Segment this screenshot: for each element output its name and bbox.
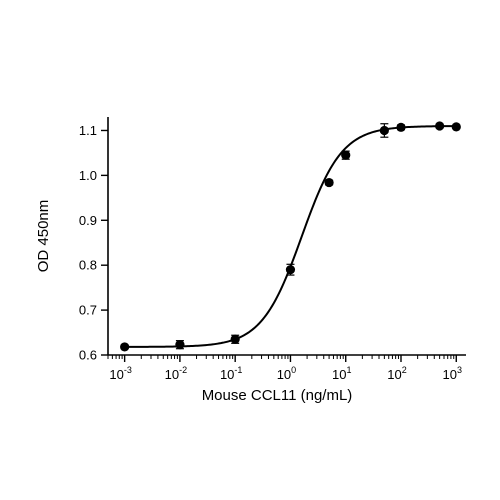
data-point [285,265,296,275]
axes [107,117,466,356]
x-tick-base: 10 [332,367,346,382]
x-axis-title: Mouse CCL11 (ng/mL) [202,387,353,404]
x-tick-exponent: 1 [346,365,351,375]
data-point [379,125,389,136]
x-tick-base: 10 [277,367,291,382]
x-tick-exponent: -2 [179,365,187,375]
x-tick-label: 101 [332,365,351,382]
data-point [341,150,351,160]
x-tick-exponent: 2 [402,365,407,375]
x-tick-label: 103 [443,365,462,382]
data-point [230,334,240,344]
x-tick-label: 10-2 [165,365,187,382]
x-tick-label: 10-1 [220,365,242,382]
x-tick-label: 10-3 [109,365,131,382]
y-tick-label: 0.8 [79,258,97,273]
x-tick-base: 10 [109,367,123,382]
y-tick-label: 1.0 [79,168,97,183]
x-axis-ticks: 10-3 10-2 10-1 100 101 102 103 [107,355,462,382]
x-tick-exponent: 3 [457,365,462,375]
data-point [396,122,406,132]
x-tick-base: 10 [165,367,179,382]
data-point [120,342,130,352]
y-tick-label: 0.7 [79,303,97,318]
data-points [120,121,461,352]
x-tick-base: 10 [220,367,234,382]
y-axis-ticks: 0.6 0.7 0.8 0.9 1.0 1.1 [79,123,108,363]
x-tick-base: 10 [387,367,401,382]
x-tick-exponent: 0 [291,365,296,375]
x-tick-label: 100 [277,365,296,382]
data-point [451,122,461,132]
data-point [435,121,445,131]
x-tick-exponent: -3 [124,365,132,375]
y-tick-label: 1.1 [79,123,97,138]
x-tick-exponent: -1 [234,365,242,375]
x-tick-base: 10 [443,367,457,382]
data-point [324,177,334,188]
y-tick-label: 0.6 [79,348,97,363]
y-axis-title: OD 450nm [35,200,52,273]
data-point [175,340,185,350]
fit-curve [124,125,457,348]
y-tick-label: 0.9 [79,213,97,228]
x-tick-label: 102 [387,365,406,382]
